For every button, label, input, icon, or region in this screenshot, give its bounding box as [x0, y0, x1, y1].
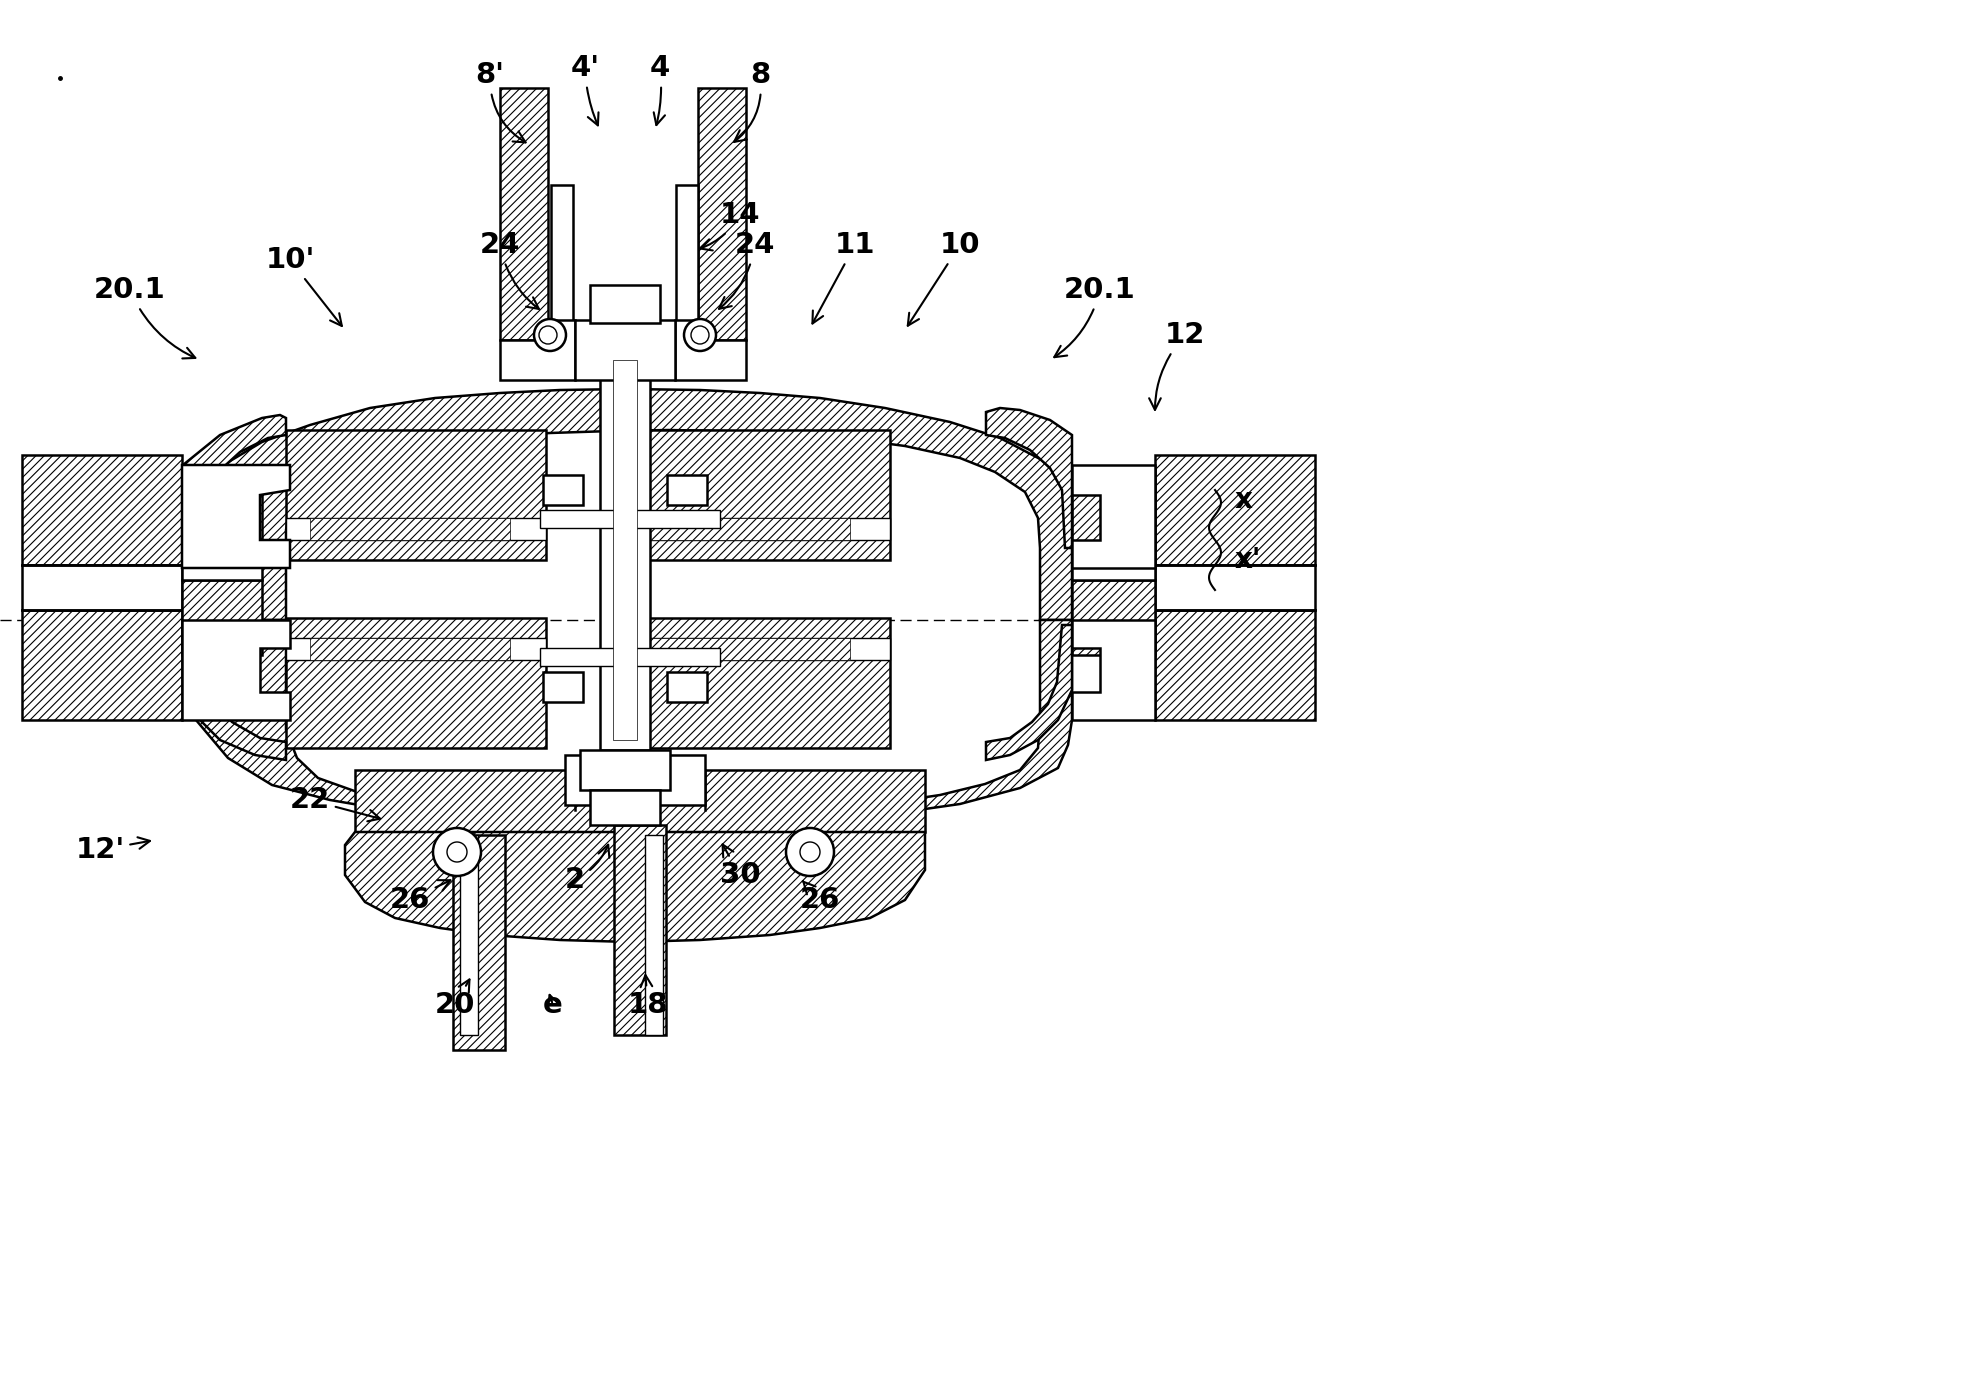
Polygon shape: [345, 833, 925, 942]
Polygon shape: [589, 789, 661, 826]
Polygon shape: [631, 617, 891, 747]
Polygon shape: [599, 351, 651, 750]
Polygon shape: [183, 620, 1071, 826]
Polygon shape: [310, 638, 510, 659]
Text: 18: 18: [627, 975, 669, 1018]
Polygon shape: [698, 88, 746, 339]
Polygon shape: [1071, 620, 1155, 719]
Polygon shape: [310, 518, 510, 541]
Polygon shape: [183, 415, 286, 548]
Text: 26: 26: [389, 880, 450, 914]
Text: 11: 11: [811, 231, 875, 324]
Polygon shape: [986, 624, 1071, 760]
Polygon shape: [540, 510, 720, 528]
Text: 10': 10': [266, 246, 341, 326]
Circle shape: [540, 326, 558, 344]
Text: 12': 12': [75, 835, 151, 863]
Polygon shape: [452, 835, 506, 1051]
Text: 8': 8': [476, 61, 526, 142]
Text: 20.1: 20.1: [1054, 277, 1137, 358]
Circle shape: [786, 828, 833, 876]
Polygon shape: [22, 564, 183, 610]
Polygon shape: [552, 184, 573, 345]
Polygon shape: [22, 455, 183, 564]
Polygon shape: [286, 638, 546, 659]
Text: 26: 26: [800, 882, 839, 914]
Polygon shape: [1071, 465, 1155, 569]
Text: 20.1: 20.1: [93, 277, 194, 359]
Polygon shape: [677, 184, 698, 345]
Polygon shape: [675, 320, 746, 380]
Text: 10: 10: [909, 231, 980, 326]
Polygon shape: [1155, 455, 1315, 564]
Polygon shape: [183, 388, 1075, 620]
Polygon shape: [460, 835, 478, 1035]
Polygon shape: [589, 285, 661, 323]
Polygon shape: [1155, 610, 1315, 719]
Polygon shape: [651, 518, 849, 541]
Text: 2: 2: [565, 845, 609, 894]
Polygon shape: [286, 430, 546, 560]
Circle shape: [534, 319, 565, 351]
Polygon shape: [500, 88, 548, 339]
Polygon shape: [613, 360, 637, 740]
Text: 14: 14: [700, 201, 760, 250]
Text: 24: 24: [480, 231, 540, 309]
Polygon shape: [355, 770, 925, 833]
Text: e: e: [544, 990, 563, 1018]
Circle shape: [684, 319, 716, 351]
Text: 20: 20: [434, 979, 476, 1018]
Polygon shape: [183, 624, 286, 760]
Polygon shape: [986, 408, 1071, 548]
Polygon shape: [544, 672, 583, 703]
Text: x': x': [1234, 546, 1262, 574]
Text: 4': 4': [571, 54, 599, 126]
Circle shape: [433, 828, 480, 876]
Polygon shape: [631, 430, 891, 560]
Text: 12: 12: [1149, 321, 1204, 409]
Polygon shape: [575, 320, 675, 380]
Circle shape: [446, 842, 466, 862]
Polygon shape: [286, 617, 546, 747]
Polygon shape: [631, 518, 891, 541]
Polygon shape: [1155, 564, 1315, 610]
Polygon shape: [500, 320, 575, 380]
Polygon shape: [1071, 545, 1155, 580]
Polygon shape: [1071, 580, 1155, 655]
Circle shape: [800, 842, 819, 862]
Circle shape: [690, 326, 708, 344]
Polygon shape: [183, 620, 290, 719]
Polygon shape: [22, 610, 183, 719]
Text: 22: 22: [290, 787, 381, 821]
Text: 24: 24: [718, 231, 776, 309]
Text: 30: 30: [720, 844, 760, 888]
Polygon shape: [631, 638, 891, 659]
Polygon shape: [183, 465, 290, 569]
Polygon shape: [286, 518, 546, 541]
Polygon shape: [667, 672, 706, 703]
Polygon shape: [645, 835, 663, 1035]
Polygon shape: [651, 638, 849, 659]
Polygon shape: [544, 475, 583, 504]
Polygon shape: [540, 648, 720, 666]
Polygon shape: [613, 826, 667, 1035]
Polygon shape: [1071, 469, 1155, 545]
Polygon shape: [667, 475, 706, 504]
Text: 8: 8: [734, 61, 770, 142]
Text: 4: 4: [651, 54, 671, 126]
Polygon shape: [183, 545, 262, 580]
Polygon shape: [183, 469, 262, 545]
Text: x: x: [1234, 486, 1252, 514]
Polygon shape: [183, 580, 262, 655]
Polygon shape: [565, 754, 704, 805]
Polygon shape: [579, 750, 671, 789]
